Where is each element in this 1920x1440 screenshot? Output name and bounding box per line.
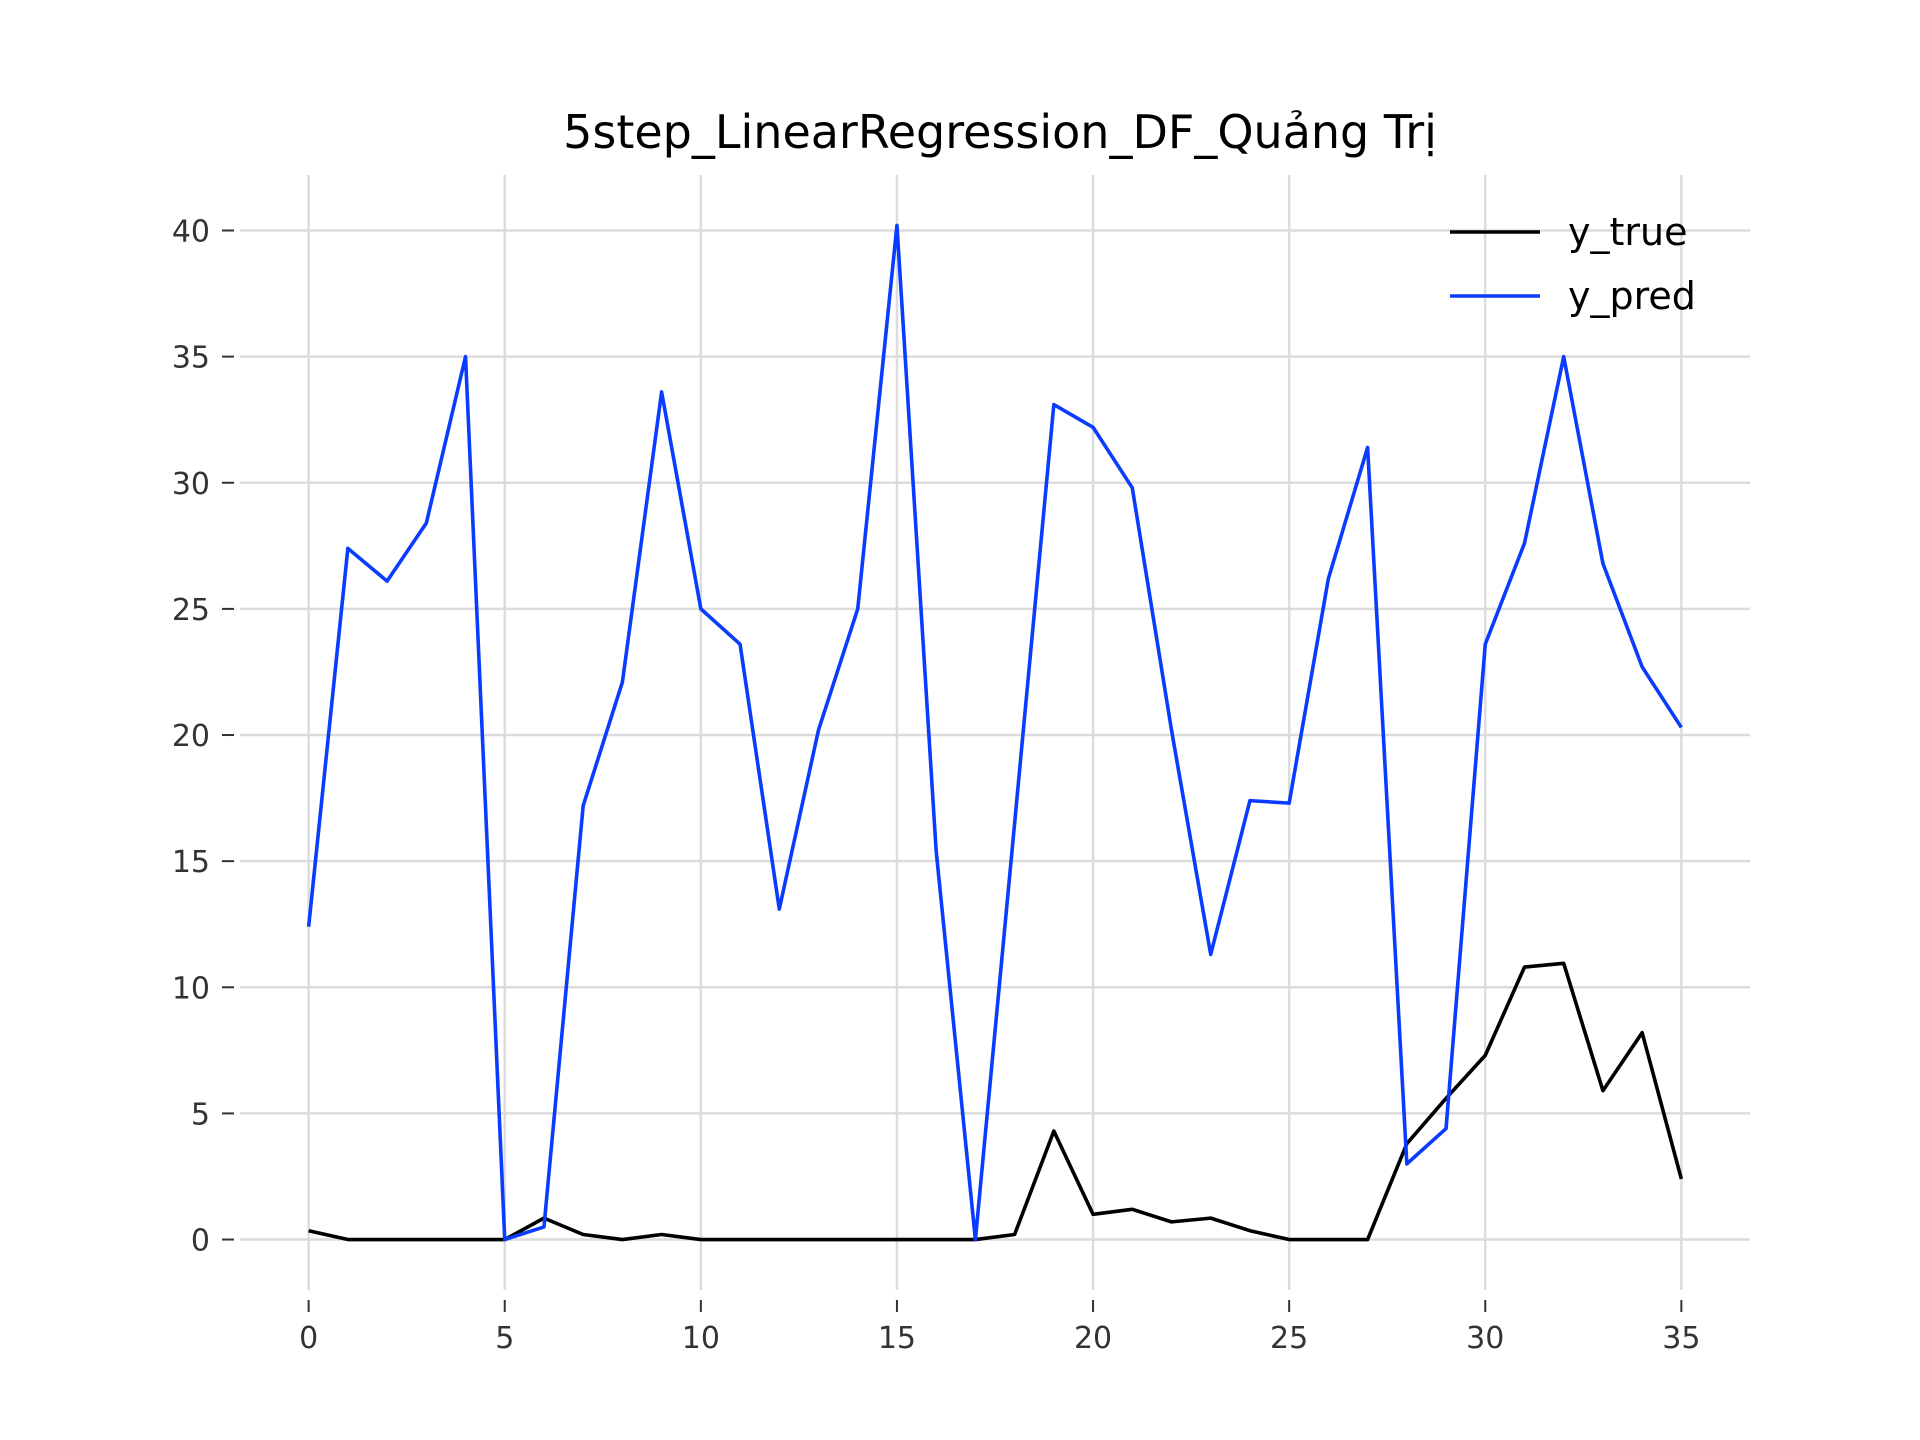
y-tick-label: 25: [172, 593, 210, 628]
x-tick-label: 0: [299, 1321, 318, 1356]
y-tick-label: 10: [172, 971, 210, 1006]
x-tick-label: 25: [1270, 1321, 1308, 1356]
x-tick-label: 20: [1074, 1321, 1112, 1356]
legend-label: y_true: [1568, 210, 1687, 254]
series-line-y-pred: [306, 223, 1683, 1242]
chart-title: 5step_LinearRegression_DF_Quảng Trị: [563, 105, 1437, 159]
x-tick-label: 30: [1466, 1321, 1504, 1356]
y-tick-label: 40: [172, 214, 210, 249]
y-tick-label: 15: [172, 845, 210, 880]
legend-item-y-true: y_true: [1450, 210, 1687, 254]
x-tick-label: 15: [878, 1321, 916, 1356]
x-tick-label: 5: [495, 1321, 514, 1356]
y-tick-label: 5: [191, 1097, 210, 1132]
legend: y_true y_pred: [1450, 210, 1696, 318]
axis-ticks: 0 5 10 15 20 25 30 35 0 5 10 15 20 25 30 35 40: [172, 214, 1701, 1356]
series-line-y-true: [308, 961, 1684, 1242]
legend-item-y-pred: y_pred: [1450, 274, 1696, 318]
x-tick-label: 10: [682, 1321, 720, 1356]
y-tick-label: 35: [172, 341, 210, 376]
legend-label: y_pred: [1568, 274, 1696, 318]
series-lines: [306, 223, 1684, 1242]
y-tick-label: 20: [172, 719, 210, 754]
y-tick-label: 0: [191, 1224, 210, 1259]
y-tick-label: 30: [172, 467, 210, 502]
x-tick-label: 35: [1662, 1321, 1700, 1356]
